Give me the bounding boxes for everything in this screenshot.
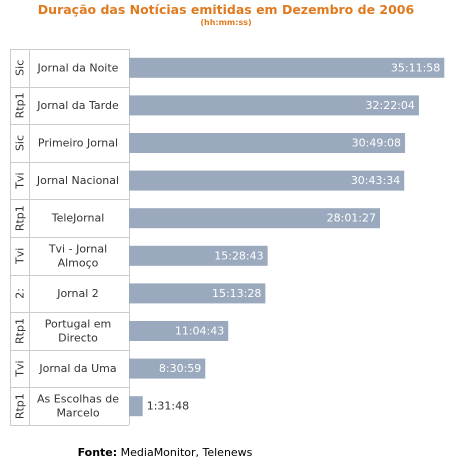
group-label: Tvi	[14, 172, 27, 189]
bar	[129, 245, 268, 266]
category-label: Marcelo	[56, 407, 99, 420]
data-label: 32:22:04	[366, 99, 415, 112]
category-label: Primeiro Jornal	[38, 137, 118, 150]
group-label: Tvi	[14, 360, 27, 377]
category-label: As Escolhas de	[37, 393, 119, 406]
data-label: 1:31:48	[147, 400, 189, 413]
bar	[129, 170, 405, 191]
source-text: MediaMonitor, Telenews	[120, 446, 253, 459]
data-label: 15:13:28	[212, 287, 261, 300]
category-label: Jornal da Tarde	[36, 99, 119, 112]
category-label: TeleJornal	[51, 212, 105, 225]
data-label: 15:28:43	[214, 249, 263, 262]
bar	[129, 133, 406, 153]
bar	[129, 396, 143, 417]
data-label: 35:11:58	[391, 61, 440, 74]
group-label: 2:	[14, 288, 27, 299]
data-label: 8:30:59	[159, 362, 201, 375]
category-label: Jornal da Noite	[37, 61, 119, 74]
group-label: Rtp1	[14, 92, 27, 118]
category-label: Directo	[58, 332, 98, 345]
category-label: Jornal 2	[56, 287, 99, 300]
bar	[129, 95, 419, 116]
group-label: Rtp1	[14, 318, 27, 344]
group-label: Rtp1	[14, 205, 27, 231]
bar	[129, 283, 266, 304]
group-label: Tvi	[14, 248, 27, 265]
category-label: Jornal da Uma	[38, 362, 116, 375]
data-label: 28:01:27	[327, 212, 376, 225]
category-label: Almoço	[58, 256, 99, 269]
group-label: Sic	[14, 135, 27, 151]
bar-chart: Sic Jornal da Noite 35:11:58 Rtp1 Jornal da …	[10, 49, 445, 426]
category-label: Jornal Nacional	[36, 174, 119, 187]
source-footer: Fonte: MediaMonitor, Telenews	[0, 446, 330, 459]
data-label: 30:49:08	[352, 137, 401, 150]
category-label: Portugal em	[45, 318, 112, 331]
data-label: 30:43:34	[351, 174, 400, 187]
chart-subtitle: (hh:mm:ss)	[200, 18, 252, 27]
group-label: Rtp1	[14, 393, 27, 419]
bar	[129, 57, 445, 78]
source-label: Fonte:	[77, 446, 118, 459]
chart-title: Duração das Notícias emitidas em Dezembr…	[37, 2, 415, 17]
data-label: 11:04:43	[175, 325, 224, 338]
bar	[129, 208, 381, 229]
bar	[129, 358, 206, 379]
group-label: Sic	[14, 60, 27, 76]
bar	[129, 321, 229, 341]
category-label: Tvi - Jornal	[48, 242, 107, 255]
